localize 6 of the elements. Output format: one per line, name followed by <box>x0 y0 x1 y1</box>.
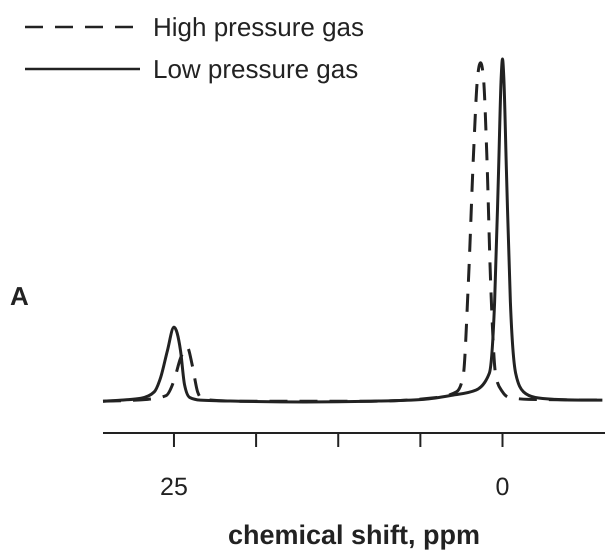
x-tick-label: 0 <box>496 473 510 501</box>
x-axis-title: chemical shift, ppm <box>228 520 480 550</box>
legend-label: High pressure gas <box>153 12 364 42</box>
text: A <box>10 281 29 311</box>
x-tick-label: 25 <box>160 473 188 501</box>
legend-label: Low pressure gas <box>153 54 358 84</box>
